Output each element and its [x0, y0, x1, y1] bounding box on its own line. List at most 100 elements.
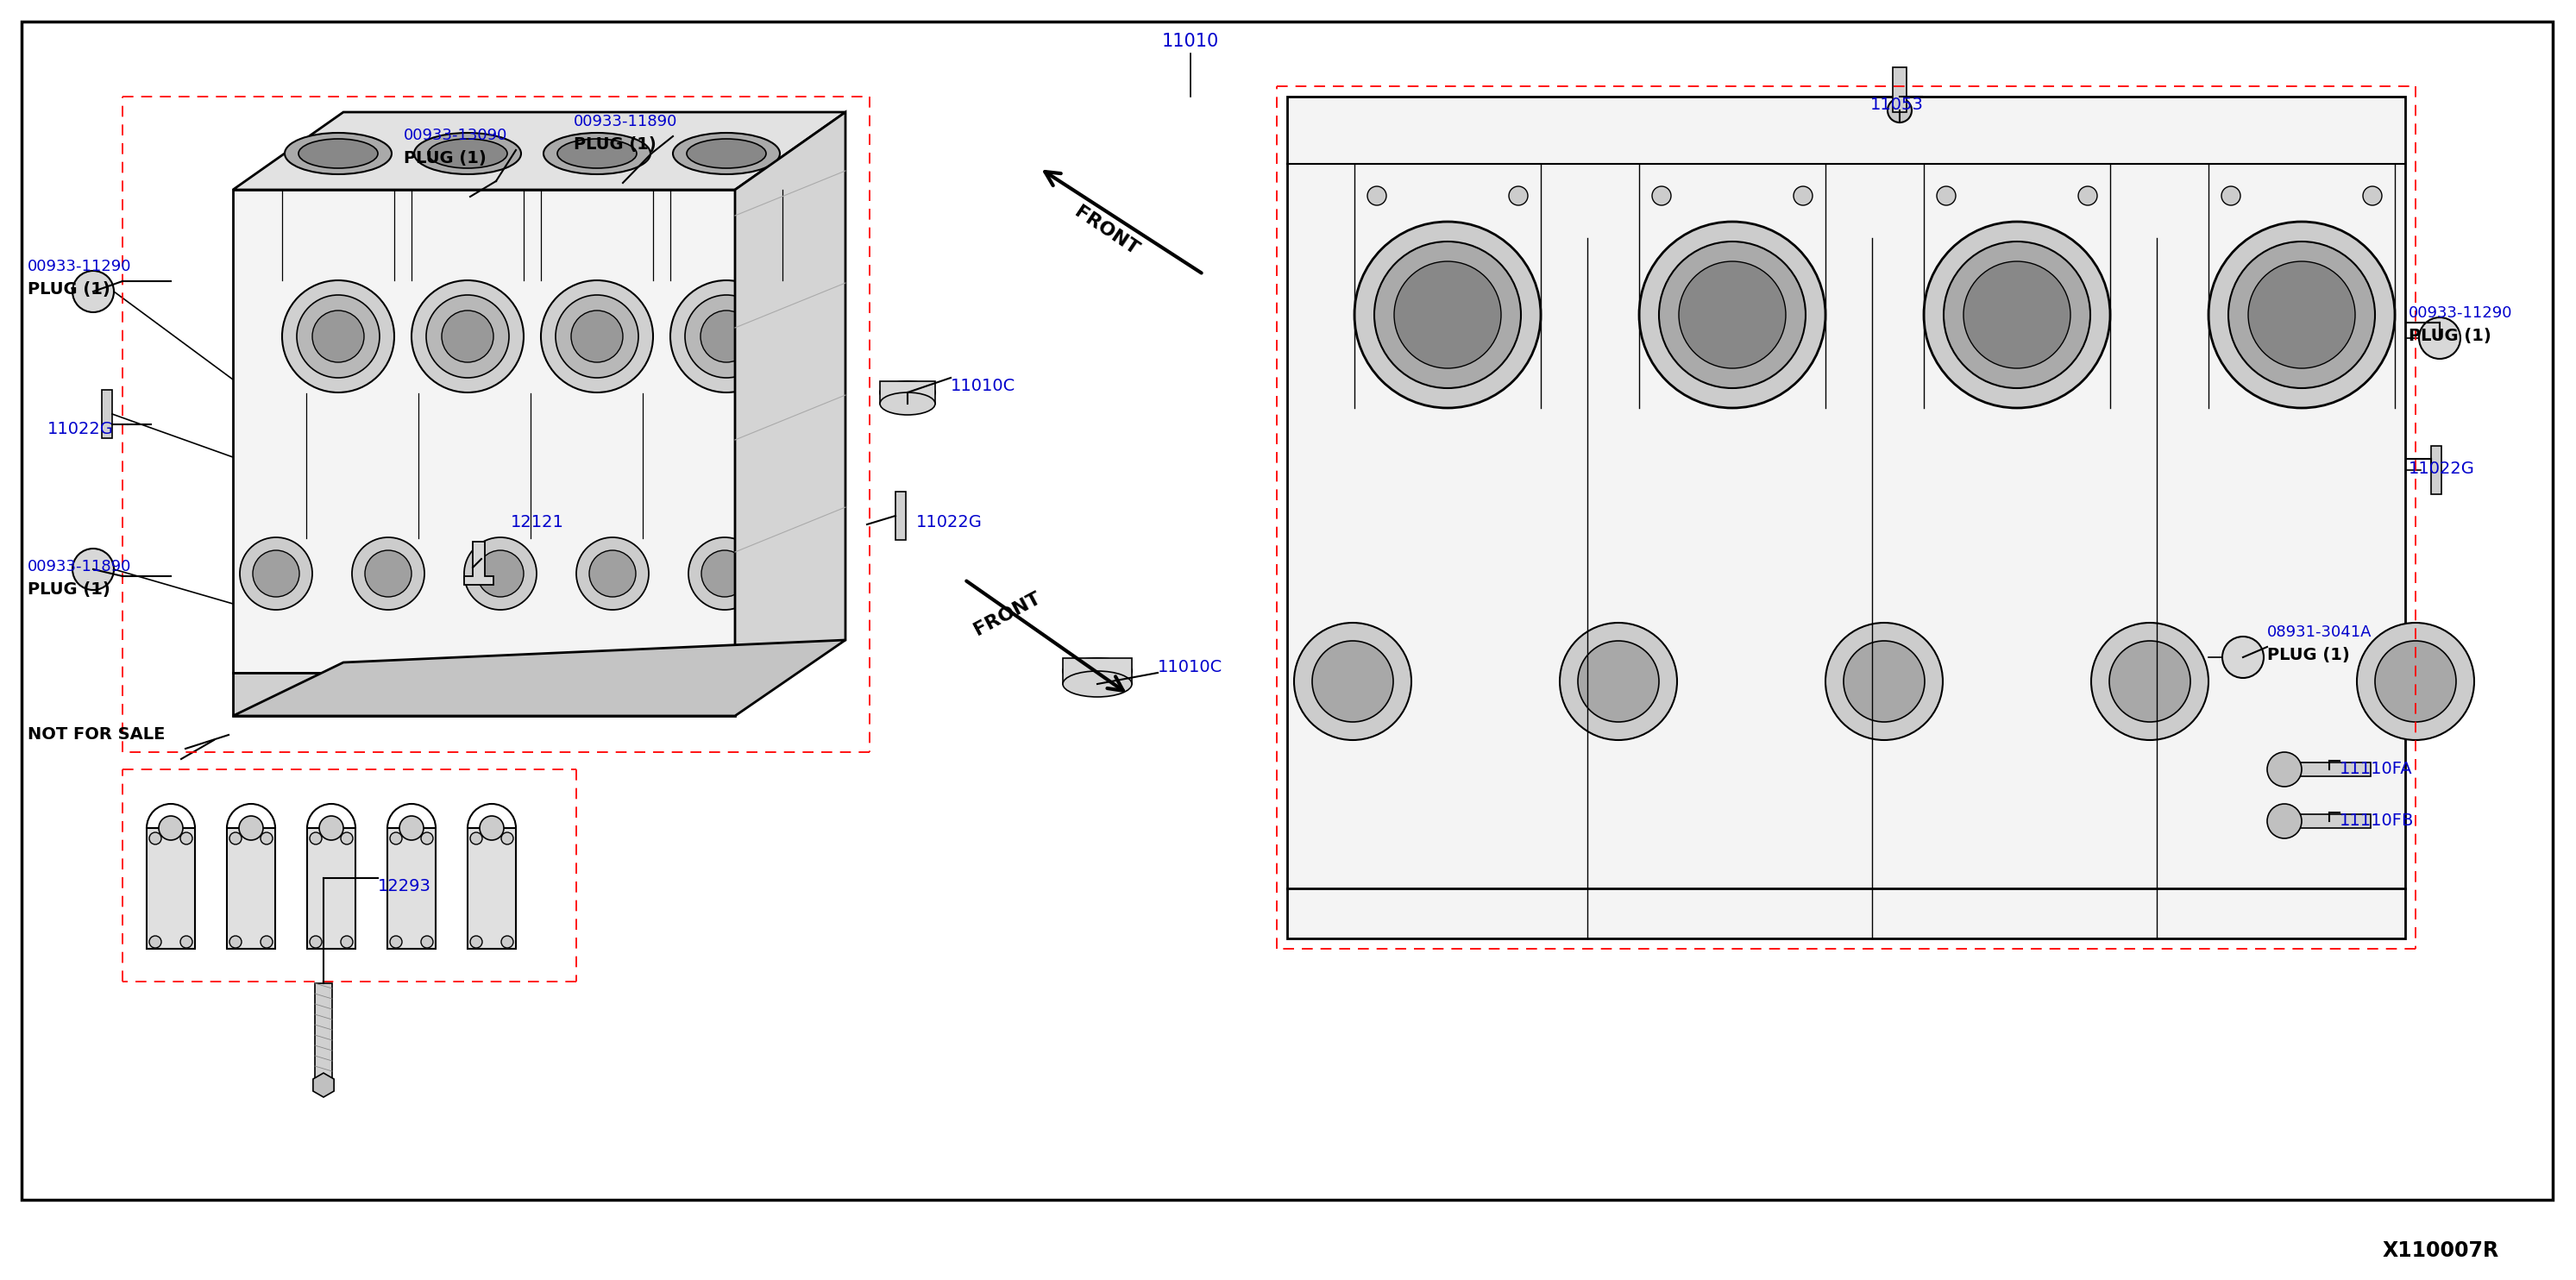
Circle shape — [2375, 641, 2455, 722]
Polygon shape — [232, 640, 845, 716]
Circle shape — [502, 832, 513, 845]
Circle shape — [240, 538, 312, 609]
Circle shape — [149, 936, 162, 948]
Bar — [386, 828, 435, 948]
Circle shape — [502, 936, 513, 948]
Bar — [881, 381, 935, 403]
Text: 11010C: 11010C — [951, 378, 1015, 394]
Polygon shape — [232, 113, 845, 189]
Text: 11022G: 11022G — [46, 421, 113, 438]
Text: PLUG (1): PLUG (1) — [2409, 328, 2491, 344]
Ellipse shape — [688, 138, 765, 168]
Circle shape — [340, 832, 353, 845]
Text: 12293: 12293 — [379, 878, 430, 895]
Ellipse shape — [881, 381, 935, 403]
Ellipse shape — [1064, 658, 1131, 684]
Circle shape — [556, 294, 639, 378]
Text: 11022G: 11022G — [917, 515, 981, 530]
Text: PLUG (1): PLUG (1) — [2267, 646, 2349, 663]
Text: 00933-11890: 00933-11890 — [574, 114, 677, 129]
Ellipse shape — [881, 393, 935, 415]
Circle shape — [252, 550, 299, 596]
Circle shape — [1888, 99, 1911, 123]
Bar — [1893, 68, 1906, 113]
Polygon shape — [314, 1073, 335, 1097]
Text: FRONT: FRONT — [1072, 204, 1141, 259]
Circle shape — [701, 550, 747, 596]
Polygon shape — [232, 673, 734, 716]
Circle shape — [1924, 221, 2110, 408]
Text: PLUG (1): PLUG (1) — [574, 136, 657, 152]
Text: 00933-13090: 00933-13090 — [404, 128, 507, 143]
Circle shape — [2357, 623, 2473, 740]
Circle shape — [1355, 221, 1540, 408]
Circle shape — [1394, 261, 1502, 369]
Circle shape — [479, 815, 505, 840]
Text: FRONT: FRONT — [971, 589, 1043, 639]
Circle shape — [229, 832, 242, 845]
Circle shape — [577, 538, 649, 609]
Circle shape — [412, 280, 523, 393]
Circle shape — [340, 936, 353, 948]
Circle shape — [1680, 261, 1785, 369]
Circle shape — [389, 936, 402, 948]
Circle shape — [149, 832, 162, 845]
Circle shape — [572, 311, 623, 362]
Circle shape — [440, 311, 495, 362]
Text: NOT FOR SALE: NOT FOR SALE — [28, 726, 165, 742]
Bar — [103, 390, 113, 438]
Ellipse shape — [544, 133, 652, 174]
Text: 12121: 12121 — [510, 515, 564, 530]
Ellipse shape — [672, 133, 781, 174]
Bar — [314, 983, 332, 1078]
Circle shape — [312, 311, 363, 362]
Circle shape — [1659, 242, 1806, 388]
Circle shape — [2267, 804, 2303, 838]
Text: PLUG (1): PLUG (1) — [28, 581, 111, 598]
Circle shape — [541, 280, 654, 393]
Text: 11010: 11010 — [1162, 33, 1218, 50]
Ellipse shape — [286, 133, 392, 174]
Circle shape — [2092, 623, 2208, 740]
Circle shape — [1368, 187, 1386, 205]
Circle shape — [180, 832, 193, 845]
Circle shape — [471, 832, 482, 845]
Text: 11053: 11053 — [1870, 96, 1924, 113]
Text: 00933-11290: 00933-11290 — [2409, 306, 2512, 321]
Bar — [469, 828, 515, 948]
Circle shape — [2419, 317, 2460, 358]
Polygon shape — [464, 541, 495, 585]
Circle shape — [1651, 187, 1672, 205]
Circle shape — [283, 280, 394, 393]
Circle shape — [72, 271, 113, 312]
Circle shape — [464, 538, 536, 609]
Circle shape — [420, 832, 433, 845]
Polygon shape — [2275, 814, 2370, 828]
Circle shape — [260, 936, 273, 948]
Circle shape — [1937, 187, 1955, 205]
Circle shape — [2110, 641, 2190, 722]
Ellipse shape — [556, 138, 636, 168]
Circle shape — [1844, 641, 1924, 722]
Text: 11110FB: 11110FB — [2339, 813, 2414, 829]
Circle shape — [1558, 623, 1677, 740]
Ellipse shape — [1064, 671, 1131, 696]
Circle shape — [590, 550, 636, 596]
Text: 11110FA: 11110FA — [2339, 760, 2414, 777]
Circle shape — [1373, 242, 1520, 388]
Bar — [147, 828, 196, 948]
Circle shape — [319, 815, 343, 840]
Text: 00933-11890: 00933-11890 — [28, 559, 131, 575]
Circle shape — [240, 815, 263, 840]
Circle shape — [477, 550, 523, 596]
Circle shape — [685, 294, 768, 378]
Circle shape — [2267, 753, 2303, 787]
Text: PLUG (1): PLUG (1) — [28, 282, 111, 297]
Circle shape — [420, 936, 433, 948]
Polygon shape — [2275, 763, 2370, 776]
Circle shape — [1579, 641, 1659, 722]
Circle shape — [229, 936, 242, 948]
Bar — [896, 492, 907, 540]
Text: 00933-11290: 00933-11290 — [28, 259, 131, 274]
Circle shape — [399, 815, 422, 840]
